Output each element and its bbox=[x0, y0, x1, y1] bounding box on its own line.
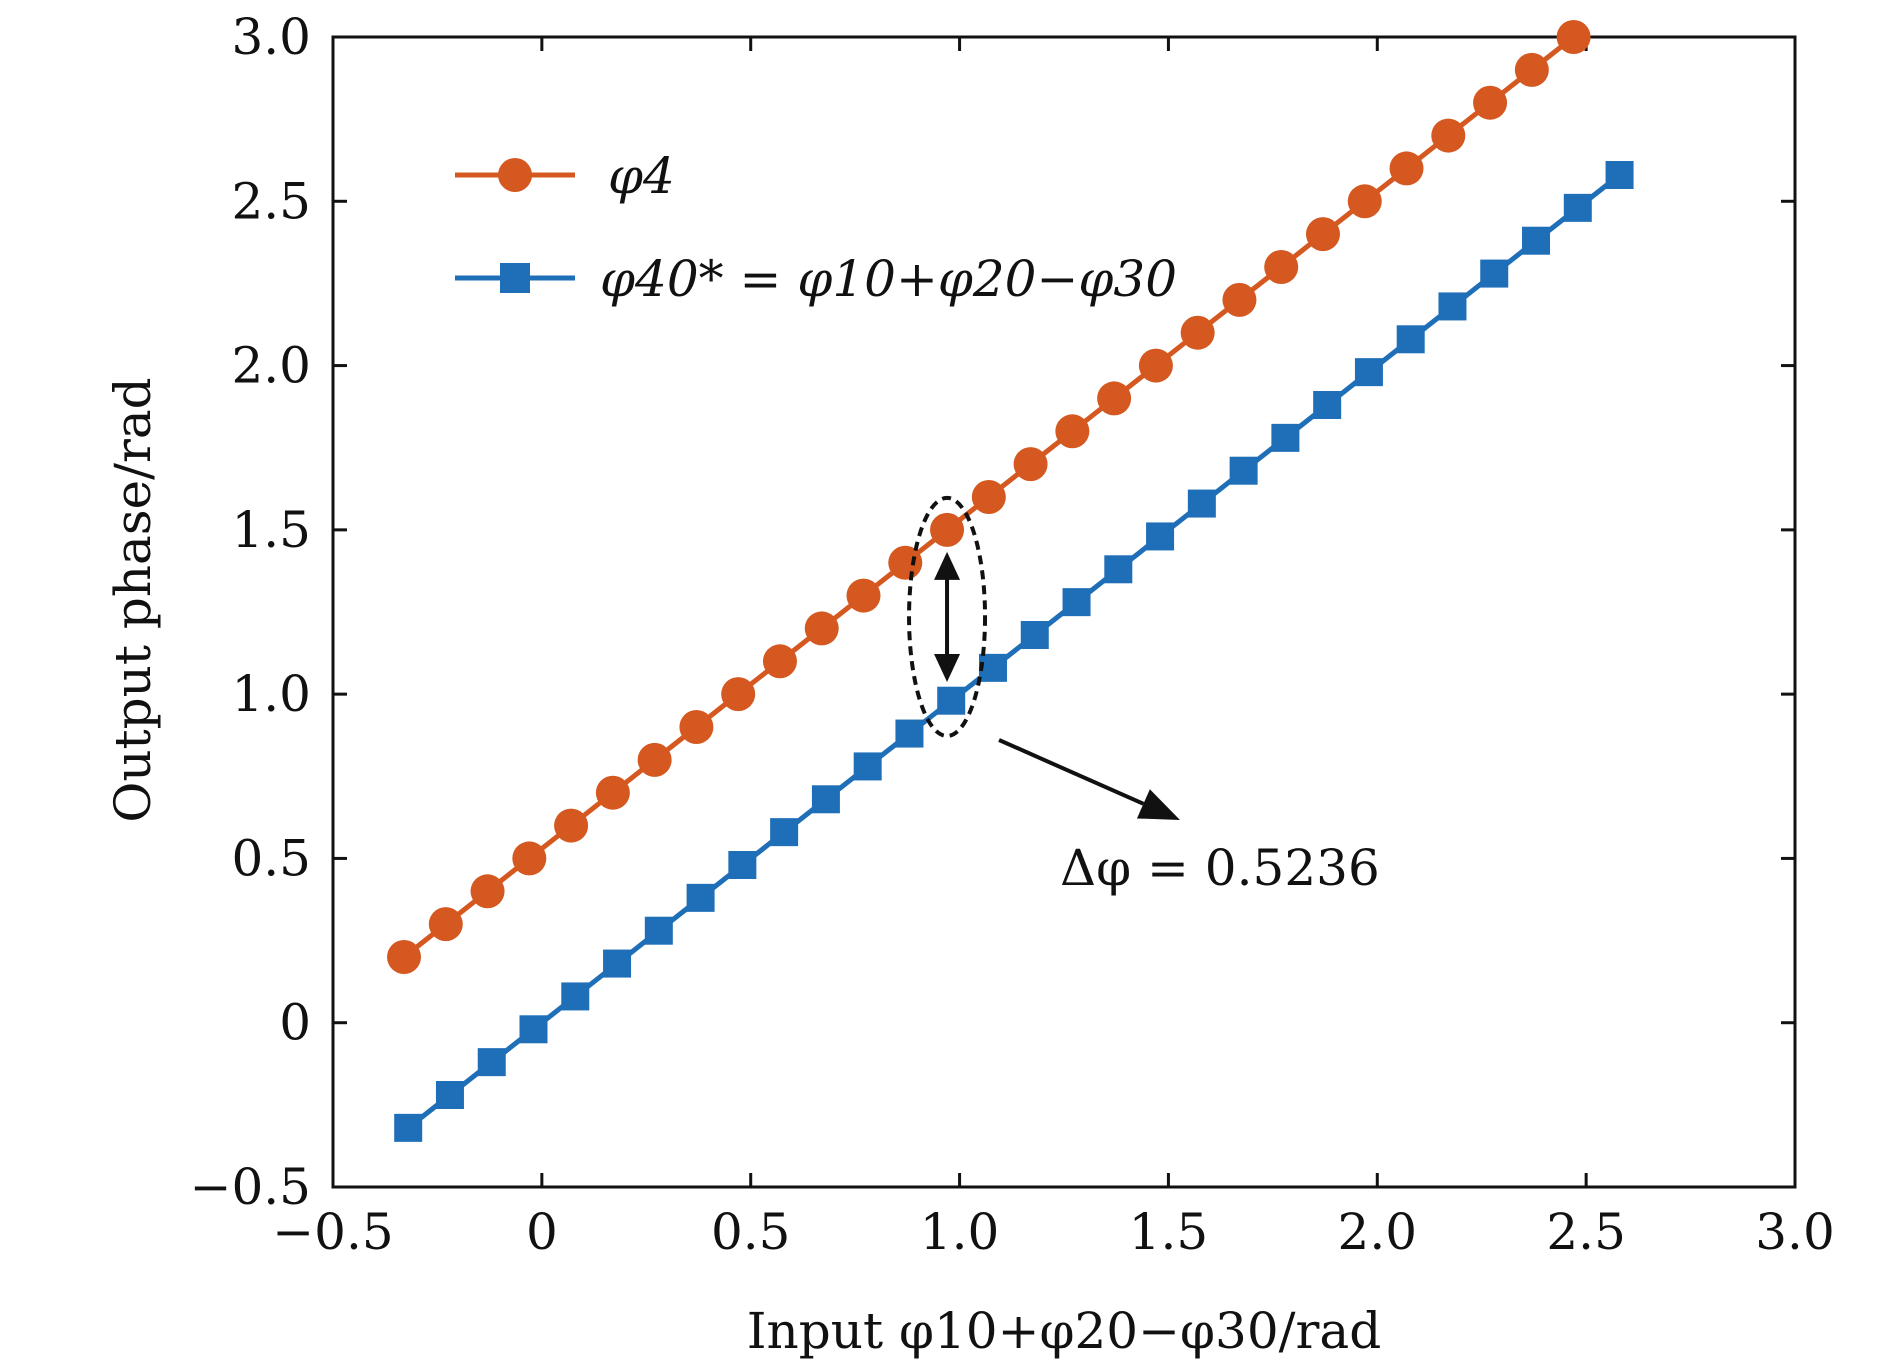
data-point-circle bbox=[679, 710, 714, 744]
data-point-circle bbox=[595, 775, 630, 810]
data-point-square bbox=[603, 949, 632, 978]
plot-frame bbox=[331, 35, 1797, 1189]
pointer-arrow-head bbox=[1136, 789, 1180, 820]
legend: φ4 φ40* = φ10+φ20−φ30 bbox=[455, 147, 1177, 308]
y-tick-label: −0.5 bbox=[190, 1158, 311, 1216]
x-axis-title: Input φ10+φ20−φ30/rad bbox=[747, 1302, 1381, 1360]
data-point-circle bbox=[846, 578, 881, 613]
delta-annotation: Δφ = 0.5236 bbox=[907, 495, 1380, 897]
data-point-circle bbox=[1138, 348, 1173, 383]
legend-label-phi4: φ4 bbox=[608, 147, 675, 205]
x-tick-label: −0.5 bbox=[272, 1203, 393, 1261]
data-point-square bbox=[1480, 259, 1509, 288]
y-axis-title: Output phase/rad bbox=[104, 377, 162, 822]
x-tick-label: 1.0 bbox=[920, 1203, 1000, 1261]
data-point-circle bbox=[1055, 414, 1090, 449]
highlight-ellipse bbox=[907, 495, 988, 739]
data-point-circle bbox=[1264, 250, 1299, 284]
data-point-circle bbox=[1514, 52, 1549, 87]
data-point-circle bbox=[721, 677, 756, 712]
data-point-square bbox=[1563, 193, 1592, 222]
data-point-circle bbox=[762, 644, 797, 679]
pointer-arrow bbox=[998, 738, 1145, 806]
data-point-circle bbox=[470, 874, 505, 909]
y-tick-label: 2.0 bbox=[231, 337, 311, 395]
y-tick-label: 1.5 bbox=[231, 501, 311, 559]
y-tick-label: 3.0 bbox=[231, 8, 311, 66]
legend-marker-phi40 bbox=[500, 263, 530, 293]
y-tick-labels: −0.5 0 0.5 1.0 1.5 2.0 2.5 3.0 bbox=[190, 8, 311, 1216]
double-arrow-head-up bbox=[934, 551, 961, 580]
y-tick-label: 2.5 bbox=[231, 172, 311, 230]
data-point-circle bbox=[1222, 282, 1257, 317]
x-tick-labels: −0.5 0 0.5 1.0 1.5 2.0 2.5 3.0 bbox=[272, 1203, 1834, 1261]
data-point-circle bbox=[637, 742, 672, 777]
data-point-square bbox=[1438, 292, 1467, 321]
data-point-square bbox=[728, 851, 757, 879]
x-tick-label: 1.5 bbox=[1129, 1203, 1209, 1261]
data-point-circle bbox=[971, 480, 1006, 514]
series-markers bbox=[387, 20, 1634, 1142]
data-point-circle bbox=[428, 907, 463, 942]
data-point-square bbox=[1313, 391, 1342, 419]
data-point-circle bbox=[1180, 315, 1215, 350]
x-tick-label: 3.0 bbox=[1755, 1203, 1835, 1261]
data-point-circle bbox=[387, 940, 422, 974]
data-point-circle bbox=[1305, 217, 1340, 252]
data-point-square bbox=[1605, 161, 1634, 189]
data-point-square bbox=[686, 883, 715, 912]
data-point-circle bbox=[1013, 447, 1048, 482]
x-tick-label: 2.0 bbox=[1338, 1203, 1418, 1261]
data-point-square bbox=[811, 785, 840, 814]
data-point-square bbox=[1522, 226, 1551, 255]
data-point-circle bbox=[1389, 151, 1424, 186]
data-point-square bbox=[978, 653, 1007, 682]
data-point-circle bbox=[1097, 381, 1132, 416]
data-point-square bbox=[394, 1113, 423, 1142]
data-point-square bbox=[644, 916, 673, 945]
data-point-circle bbox=[804, 611, 839, 646]
axis-ticks bbox=[331, 35, 1797, 1189]
y-tick-label: 1.0 bbox=[231, 665, 311, 723]
data-point-square bbox=[519, 1015, 548, 1044]
double-arrow-head-down bbox=[934, 654, 961, 682]
data-point-square bbox=[1354, 358, 1383, 387]
data-point-square bbox=[1271, 423, 1300, 452]
y-tick-label: 0.5 bbox=[231, 829, 311, 887]
data-point-square bbox=[561, 982, 590, 1011]
data-point-square bbox=[1062, 588, 1091, 617]
data-point-square bbox=[937, 686, 966, 715]
data-point-square bbox=[1187, 489, 1216, 518]
data-point-circle bbox=[930, 512, 965, 547]
data-point-circle bbox=[1473, 85, 1508, 120]
data-point-square bbox=[770, 818, 799, 847]
data-point-square bbox=[1104, 555, 1133, 584]
data-point-circle bbox=[888, 545, 923, 580]
x-tick-label: 0.5 bbox=[711, 1203, 791, 1261]
data-point-square bbox=[1020, 621, 1049, 649]
data-point-square bbox=[435, 1081, 464, 1109]
data-point-square bbox=[853, 752, 882, 781]
data-point-circle bbox=[1431, 118, 1466, 153]
data-point-square bbox=[895, 719, 924, 748]
data-point-square bbox=[1146, 522, 1175, 551]
series-lines bbox=[402, 35, 1622, 1130]
data-point-circle bbox=[512, 841, 547, 876]
data-point-circle bbox=[1347, 184, 1382, 219]
delta-phi-label: Δφ = 0.5236 bbox=[1060, 839, 1380, 897]
data-point-square bbox=[1396, 325, 1425, 354]
data-point-circle bbox=[554, 808, 589, 843]
data-point-circle bbox=[1556, 20, 1591, 54]
x-tick-label: 2.5 bbox=[1546, 1203, 1626, 1261]
data-point-square bbox=[477, 1048, 506, 1077]
series-line-1 bbox=[406, 173, 1622, 1130]
y-tick-label: 0 bbox=[279, 994, 311, 1052]
data-point-square bbox=[1229, 456, 1258, 485]
legend-label-phi40: φ40* = φ10+φ20−φ30 bbox=[600, 250, 1177, 308]
x-tick-label: 0 bbox=[526, 1203, 558, 1261]
legend-marker-phi4 bbox=[498, 158, 532, 192]
